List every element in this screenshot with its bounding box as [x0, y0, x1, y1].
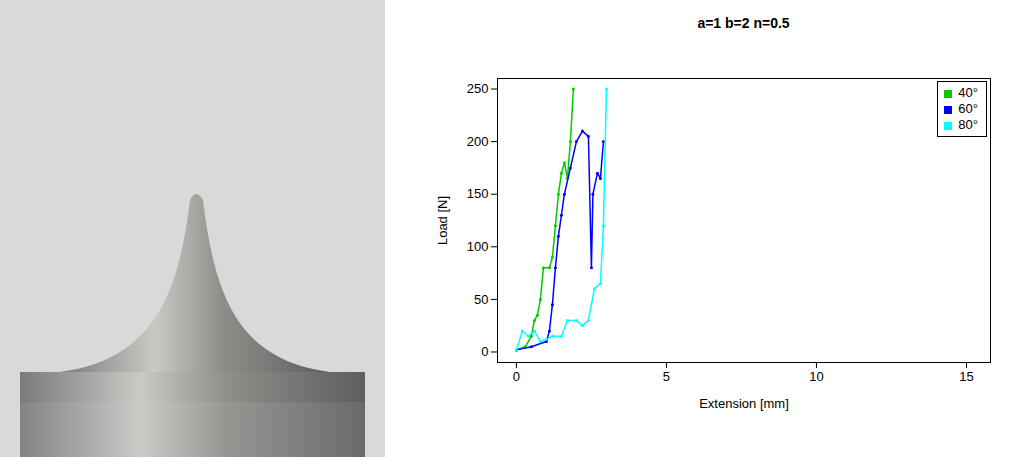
- svg-text:50: 50: [474, 292, 488, 307]
- html-text:80°: 80°: [958, 117, 978, 132]
- svg-text:200: 200: [467, 134, 489, 149]
- html-text:60°: 60°: [958, 101, 978, 116]
- html-text:40°: 40°: [958, 85, 978, 100]
- svg-text:250: 250: [467, 81, 489, 96]
- svg-text:0: 0: [481, 344, 488, 359]
- html-text:a=1 b=2 n=0.5: a=1 b=2 n=0.5: [697, 15, 790, 31]
- svg-text:100: 100: [467, 239, 489, 254]
- svg-text:Extension [mm]: Extension [mm]: [699, 396, 789, 411]
- svg-text:10: 10: [809, 369, 823, 384]
- svg-text:150: 150: [467, 186, 489, 201]
- svg-text:15: 15: [959, 369, 973, 384]
- svg-text:0: 0: [513, 369, 520, 384]
- svg-text:5: 5: [663, 369, 670, 384]
- svg-text:Load [N]: Load [N]: [435, 196, 450, 245]
